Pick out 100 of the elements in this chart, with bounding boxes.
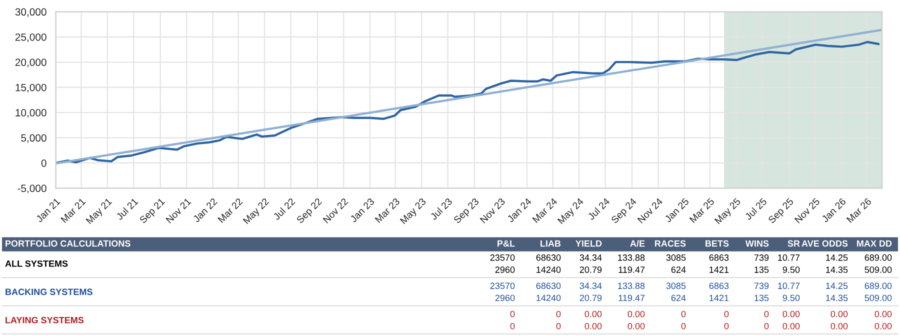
text: 23570	[490, 282, 515, 290]
text: 133.88	[618, 254, 645, 261]
x-tick-label: Jul 25	[744, 197, 768, 220]
x-tick-label: Jul 22	[272, 198, 296, 220]
y-tick-label: 5,000	[21, 134, 46, 143]
x-tick-label: Mar 21	[60, 198, 86, 224]
text: WINS	[745, 240, 769, 247]
text: 1421	[710, 294, 729, 302]
text: 1421	[710, 266, 729, 273]
x-tick-label: Jul 21	[115, 198, 138, 220]
text: 10.77	[778, 254, 800, 261]
text: 14.35	[826, 266, 848, 273]
text: RACES	[655, 240, 686, 247]
text: 689.00	[864, 282, 892, 290]
y-tick-label: 20,000	[15, 58, 46, 68]
x-tick-label: May 25	[714, 198, 742, 226]
x-tick-label: Jan 21	[35, 198, 61, 223]
text: BACKING SYSTEMS	[6, 288, 92, 296]
text: 0.00	[628, 322, 645, 330]
x-tick-label: Jan 24	[506, 198, 532, 223]
text: ALL SYSTEMS	[5, 260, 68, 267]
text: MAX DD	[856, 240, 892, 247]
text: 68630	[536, 254, 561, 261]
text: 119.47	[618, 294, 645, 302]
text: 14240	[536, 294, 561, 302]
text: 0	[724, 322, 729, 330]
text: 14.25	[826, 282, 848, 290]
text: 509.00	[864, 266, 892, 273]
y-tick-label: 15,000	[16, 84, 46, 92]
x-tick-label: Mar 22	[218, 198, 243, 224]
x-tick-label: Sep 21	[139, 198, 166, 226]
text: 14240	[536, 266, 561, 273]
text: 0	[724, 310, 729, 318]
text: 0	[764, 310, 769, 318]
text: 0	[510, 322, 515, 330]
text: 3085	[666, 282, 686, 290]
x-tick-label: May 23	[400, 198, 428, 226]
text: 0.00	[782, 322, 800, 330]
text: 0.00	[830, 310, 848, 318]
x-tick-label: Sep 23	[453, 198, 481, 226]
text: 0	[556, 310, 561, 318]
text: 0	[681, 310, 686, 318]
text: 0.00	[782, 310, 800, 318]
x-tick-label: Nov 22	[322, 198, 348, 224]
text: 509.00	[864, 294, 892, 302]
x-tick-label: Jan 25	[664, 198, 690, 223]
y-tick-label: 30,000	[15, 8, 46, 17]
x-tick-label: Mar 23	[374, 198, 400, 224]
text: LAYING SYSTEMS	[6, 316, 84, 324]
y-tick-label: 25,000	[15, 33, 46, 42]
y-tick-label: 0	[41, 159, 46, 167]
text: 624	[671, 266, 686, 273]
text: A/E	[630, 240, 645, 247]
text: 20.79	[580, 266, 602, 273]
text: BETS	[706, 240, 729, 247]
x-tick-label: Nov 21	[166, 198, 192, 224]
text: 20.79	[580, 294, 602, 302]
text: 689.00	[864, 254, 892, 261]
y-tick-label: -5,000	[18, 184, 46, 194]
text: 68630	[536, 282, 561, 290]
text: 135	[754, 294, 769, 302]
text: 739	[754, 254, 769, 261]
x-tick-label: Sep 22	[296, 198, 324, 226]
text: 14.25	[826, 254, 848, 261]
text: 6863	[709, 282, 729, 290]
text: 0.00	[584, 322, 602, 330]
x-tick-label: May 21	[86, 198, 114, 226]
text: SR	[788, 240, 800, 247]
text: 739	[754, 282, 769, 290]
text: 135	[754, 266, 769, 273]
x-tick-label: Sep 24	[610, 198, 638, 226]
x-tick-label: May 24	[557, 198, 586, 226]
x-tick-label: Mar 24	[532, 198, 558, 224]
x-tick-label: Jan 22	[192, 198, 218, 223]
text: 0.00	[628, 310, 645, 318]
text: P&L	[498, 240, 515, 247]
text: LIAB	[540, 240, 561, 247]
text: 0.00	[874, 322, 892, 330]
text: 9.50	[782, 266, 800, 273]
text: 119.47	[618, 266, 645, 273]
x-tick-label: Jul 24	[587, 197, 610, 220]
text: 34.34	[580, 254, 602, 261]
x-tick-label: Nov 24	[637, 198, 664, 224]
x-tick-label: Mar 25	[689, 198, 715, 224]
text: 9.50	[782, 294, 800, 302]
text: 0	[510, 310, 515, 318]
text: 23570	[490, 254, 515, 261]
text: 34.34	[580, 282, 602, 290]
text: 133.88	[618, 282, 645, 290]
text: 0.00	[830, 322, 848, 330]
x-tick-label: Jul 23	[430, 197, 453, 220]
x-tick-label: Jan 26	[821, 198, 846, 223]
text: 6863	[709, 254, 729, 261]
text: 2960	[495, 266, 515, 273]
text: AVE ODDS	[802, 240, 848, 247]
text: 14.35	[826, 294, 848, 302]
x-tick-label: Nov 25	[794, 198, 820, 224]
text: 0	[681, 322, 686, 330]
text: 3085	[666, 254, 686, 261]
x-tick-label: Nov 23	[480, 198, 506, 224]
